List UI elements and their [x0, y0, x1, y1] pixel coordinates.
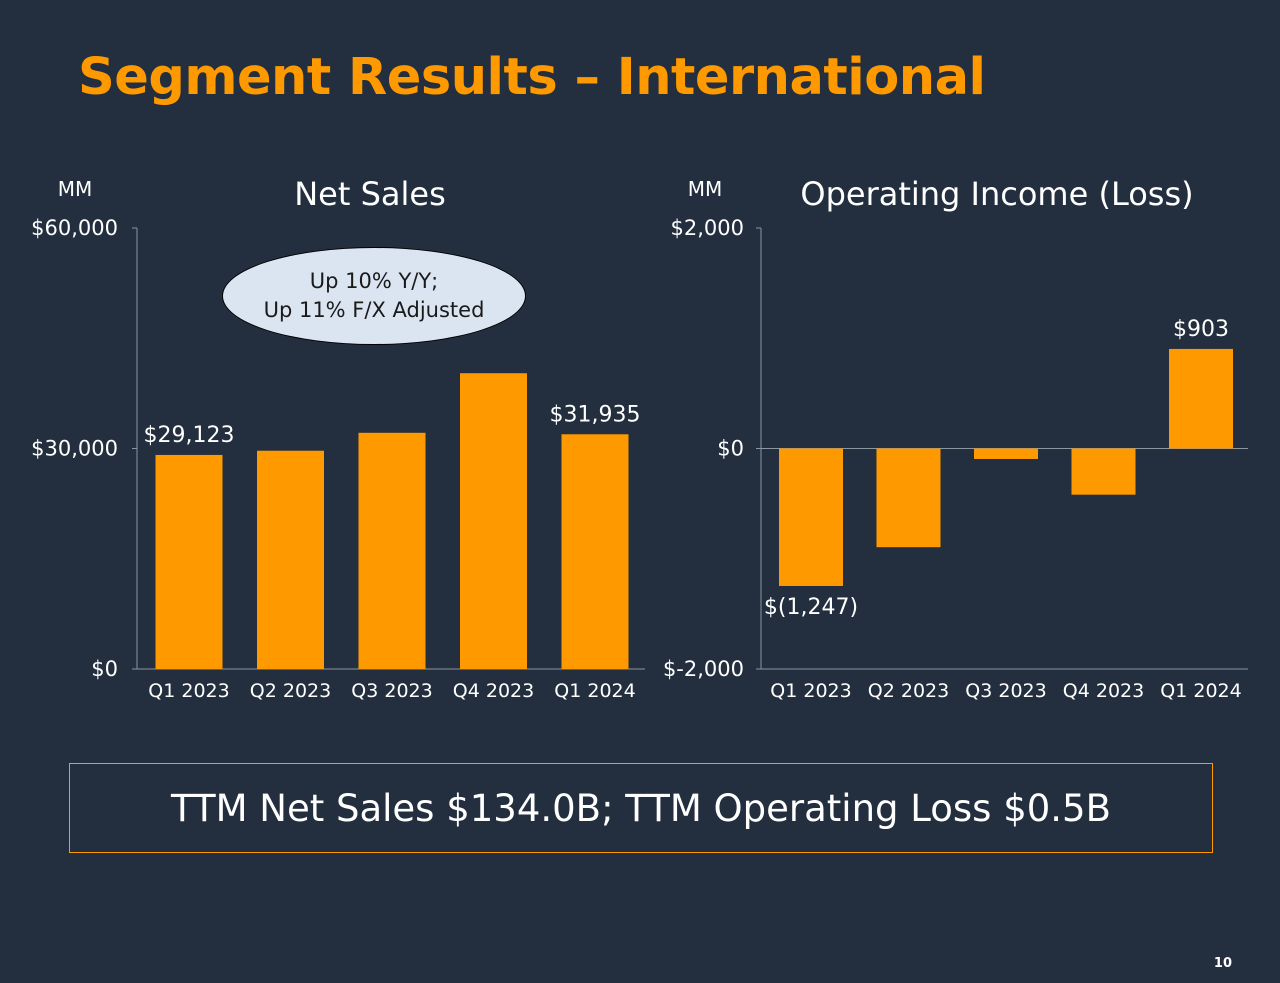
net-sales-data-label: $29,123 — [144, 423, 235, 448]
ttm-summary-text: TTM Net Sales $134.0B; TTM Operating Los… — [171, 786, 1111, 830]
net-sales-chart-title: Net Sales — [294, 175, 446, 213]
net-sales-unit-label: MM — [58, 177, 93, 201]
operating-income-x-tick-label: Q3 2023 — [965, 680, 1046, 702]
growth-callout: Up 10% Y/Y; Up 11% F/X Adjusted — [222, 247, 526, 345]
net-sales-y-tick-label: $60,000 — [31, 216, 118, 240]
operating-income-bar — [1169, 348, 1233, 449]
net-sales-data-label: $31,935 — [550, 402, 641, 427]
operating-income-x-tick-label: Q1 2023 — [770, 680, 851, 702]
operating-income-data-label: $(1,247) — [764, 595, 858, 620]
net-sales-x-tick-label: Q4 2023 — [453, 680, 534, 702]
slide-title: Segment Results – International — [78, 48, 986, 107]
page-number: 10 — [1213, 956, 1232, 971]
operating-income-y-tick-label: $-2,000 — [663, 657, 744, 681]
operating-income-chart-title: Operating Income (Loss) — [800, 175, 1193, 213]
operating-income-bar — [1071, 448, 1136, 495]
operating-income-y-tick-label: $0 — [717, 437, 744, 461]
net-sales-x-tick-label: Q2 2023 — [250, 680, 331, 702]
net-sales-x-tick-label: Q3 2023 — [351, 680, 432, 702]
operating-income-unit-label: MM — [688, 177, 723, 201]
operating-income-x-tick-label: Q2 2023 — [868, 680, 949, 702]
callout-line-fx: Up 11% F/X Adjusted — [263, 298, 485, 322]
net-sales-bar — [460, 373, 527, 669]
net-sales-y-tick-label: $30,000 — [31, 437, 118, 461]
net-sales-y-tick-label: $0 — [91, 657, 118, 681]
operating-income-bar — [876, 448, 941, 548]
operating-income-bar — [974, 448, 1038, 459]
net-sales-bar — [155, 454, 223, 669]
operating-income-x-tick-label: Q1 2024 — [1160, 680, 1241, 702]
operating-income-x-tick-label: Q4 2023 — [1063, 680, 1144, 702]
operating-income-bar — [779, 448, 843, 586]
ttm-summary-box: TTM Net Sales $134.0B; TTM Operating Los… — [69, 763, 1213, 853]
net-sales-bar — [358, 432, 426, 669]
callout-line-yoy: Up 10% Y/Y; — [309, 269, 439, 293]
operating-income-y-tick-label: $2,000 — [671, 216, 744, 240]
net-sales-x-tick-label: Q1 2023 — [148, 680, 229, 702]
net-sales-bar — [257, 450, 324, 669]
net-sales-bar — [561, 434, 629, 669]
net-sales-x-tick-label: Q1 2024 — [554, 680, 635, 702]
operating-income-data-label: $903 — [1173, 317, 1229, 342]
